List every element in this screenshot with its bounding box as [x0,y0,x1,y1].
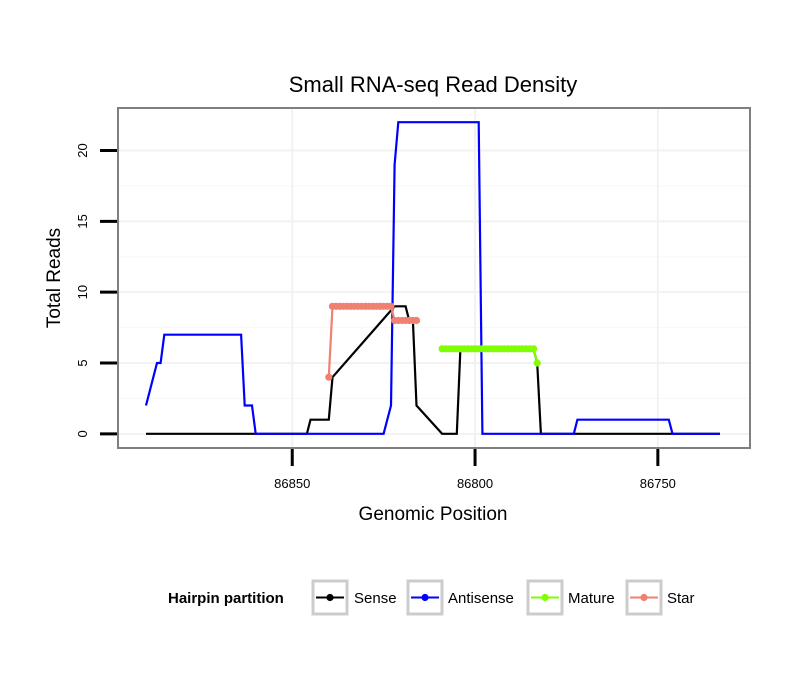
legend-key-marker-sense [326,593,334,602]
y-tick-label: 0 [75,430,90,437]
y-tick-label: 10 [75,285,90,299]
legend-key-marker-star [640,593,648,602]
y-axis-title: Total Reads [44,228,65,328]
grid-layer [118,108,750,448]
data-point-star [325,373,333,381]
data-point-star [387,302,395,310]
series-layer [144,121,720,435]
legend: Hairpin partition Sense Antisense Mature St… [168,579,695,616]
legend-key-marker-mature [541,593,549,602]
series-line-antisense [144,121,720,435]
y-tick-label: 5 [75,359,90,366]
series-star [325,302,421,381]
chart-title: Small RNA-seq Read Density [289,72,578,97]
legend-label-mature: Mature [568,590,615,607]
x-tick-label: 86800 [457,476,493,491]
data-point-star [412,316,421,325]
legend-item-star: Star [625,579,695,616]
legend-key-marker-antisense [421,593,429,602]
data-point-mature [529,345,538,353]
plot-panel-border [117,107,751,449]
legend-item-mature: Mature [526,579,615,616]
x-tick-label: 86850 [274,476,310,491]
legend-item-antisense: Antisense [406,579,514,616]
axis-layer: 0 5 10 15 20 86850 86800 86750 [75,143,676,491]
legend-items: Sense Antisense Mature Star [311,579,695,616]
series-antisense [144,121,720,435]
y-tick-label: 15 [75,214,90,228]
series-mature [438,345,541,367]
legend-title: Hairpin partition [168,590,284,607]
x-tick-label: 86750 [640,476,676,491]
legend-label-sense: Sense [354,590,397,607]
data-point-mature [533,359,541,367]
y-tick-label: 20 [75,143,90,157]
x-axis-title: Genomic Position [359,504,508,525]
legend-label-star: Star [667,590,695,607]
legend-item-sense: Sense [311,579,397,616]
legend-label-antisense: Antisense [448,590,514,607]
